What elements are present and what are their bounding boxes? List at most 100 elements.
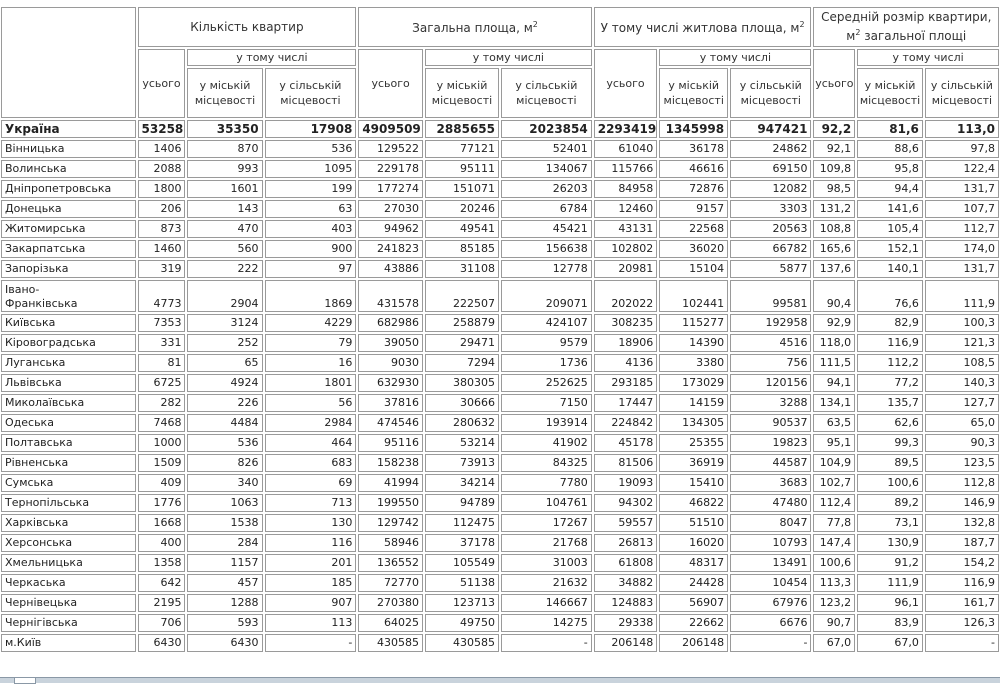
- value-cell: 1801: [264, 374, 357, 392]
- value-cell: 1095: [264, 160, 357, 178]
- value-cell: 20246: [424, 200, 499, 218]
- table-row: Харківська 1668 1538 130 129742 112475 17267 59…: [1, 514, 999, 532]
- value-cell: 45421: [501, 220, 592, 238]
- value-cell: 46616: [659, 160, 729, 178]
- value-cell: 126,3: [924, 614, 999, 632]
- value-cell: 90,4: [813, 280, 856, 312]
- table-row: Вінницька 1406 870 536 129522 77121 52401 61040…: [1, 140, 999, 158]
- table-row: Львівська 6725 4924 1801 632930 380305 252625 2…: [1, 374, 999, 392]
- value-cell: 62,6: [857, 414, 923, 432]
- value-cell: 206148: [659, 634, 729, 652]
- value-cell: 1460: [137, 240, 186, 258]
- value-cell: 115766: [593, 160, 658, 178]
- value-cell: 63: [264, 200, 357, 218]
- value-cell: 96,1: [857, 594, 923, 612]
- header-urban: у міській місцевості: [659, 68, 729, 118]
- value-cell: 104761: [501, 494, 592, 512]
- value-cell: 76,6: [857, 280, 923, 312]
- region-name: Чернівецька: [1, 594, 136, 612]
- value-cell: 2195: [137, 594, 186, 612]
- value-cell: 14275: [501, 614, 592, 632]
- value-cell: 29471: [424, 334, 499, 352]
- value-cell: 105,4: [857, 220, 923, 238]
- value-cell: 25355: [659, 434, 729, 452]
- value-cell: 6430: [187, 634, 263, 652]
- value-cell: 222: [187, 260, 263, 278]
- value-cell: 67,0: [813, 634, 856, 652]
- value-cell: 632930: [358, 374, 423, 392]
- value-cell: 140,3: [924, 374, 999, 392]
- value-cell: 5877: [730, 260, 812, 278]
- value-cell: 6430: [137, 634, 186, 652]
- value-cell: 141,6: [857, 200, 923, 218]
- value-cell: 64025: [358, 614, 423, 632]
- value-cell: 118,0: [813, 334, 856, 352]
- value-cell: 431578: [358, 280, 423, 312]
- value-cell: 95,8: [857, 160, 923, 178]
- horizontal-scrollbar[interactable]: [0, 677, 1000, 684]
- value-cell: 56: [264, 394, 357, 412]
- value-cell: 430585: [424, 634, 499, 652]
- value-cell: 4924: [187, 374, 263, 392]
- value-cell: 6725: [137, 374, 186, 392]
- value-cell: 199550: [358, 494, 423, 512]
- value-cell: 21632: [501, 574, 592, 592]
- value-cell: 2904: [187, 280, 263, 312]
- value-cell: 131,7: [924, 180, 999, 198]
- value-cell: 30666: [424, 394, 499, 412]
- value-cell: 113: [264, 614, 357, 632]
- value-cell: 59557: [593, 514, 658, 532]
- value-cell: 124883: [593, 594, 658, 612]
- value-cell: 3683: [730, 474, 812, 492]
- value-cell: 873: [137, 220, 186, 238]
- value-cell: 131,7: [924, 260, 999, 278]
- value-cell: 4229: [264, 314, 357, 332]
- header-incl: у тому числі: [187, 49, 357, 66]
- value-cell: 22568: [659, 220, 729, 238]
- region-name: Закарпатська: [1, 240, 136, 258]
- header-rural: у сільській місцевості: [730, 68, 812, 118]
- header-all: усього: [137, 49, 186, 118]
- value-cell: 102,7: [813, 474, 856, 492]
- header-incl: у тому числі: [424, 49, 592, 66]
- region-name: Миколаївська: [1, 394, 136, 412]
- value-cell: 53214: [424, 434, 499, 452]
- value-cell: 1601: [187, 180, 263, 198]
- value-cell: 12460: [593, 200, 658, 218]
- value-cell: 16020: [659, 534, 729, 552]
- value-cell: 9030: [358, 354, 423, 372]
- value-cell: 192958: [730, 314, 812, 332]
- value-cell: 147,4: [813, 534, 856, 552]
- value-cell: 331: [137, 334, 186, 352]
- value-cell: 146,9: [924, 494, 999, 512]
- region-header: [1, 7, 136, 118]
- value-cell: 226: [187, 394, 263, 412]
- value-cell: 29338: [593, 614, 658, 632]
- value-cell: 129522: [358, 140, 423, 158]
- value-cell: 77121: [424, 140, 499, 158]
- value-cell: 123713: [424, 594, 499, 612]
- value-cell: 41994: [358, 474, 423, 492]
- value-cell: 26813: [593, 534, 658, 552]
- value-cell: 187,7: [924, 534, 999, 552]
- region-name: Івано- Франківська: [1, 280, 136, 312]
- header-urban: у міській місцевості: [424, 68, 499, 118]
- value-cell: 72876: [659, 180, 729, 198]
- value-cell: 241823: [358, 240, 423, 258]
- sheet-tab[interactable]: [14, 678, 36, 684]
- value-cell: 123,2: [813, 594, 856, 612]
- value-cell: 31108: [424, 260, 499, 278]
- housing-statistics-table: Кількість квартир Загальна площа, м2 У т…: [0, 5, 1000, 654]
- region-name: Донецька: [1, 200, 136, 218]
- value-cell: 907: [264, 594, 357, 612]
- value-cell: 127,7: [924, 394, 999, 412]
- value-cell: 24428: [659, 574, 729, 592]
- value-cell: 12082: [730, 180, 812, 198]
- value-cell: 7150: [501, 394, 592, 412]
- value-cell: 319: [137, 260, 186, 278]
- value-cell: 756: [730, 354, 812, 372]
- value-cell: 112,7: [924, 220, 999, 238]
- value-cell: 14159: [659, 394, 729, 412]
- value-cell: 82,9: [857, 314, 923, 332]
- value-cell: 380305: [424, 374, 499, 392]
